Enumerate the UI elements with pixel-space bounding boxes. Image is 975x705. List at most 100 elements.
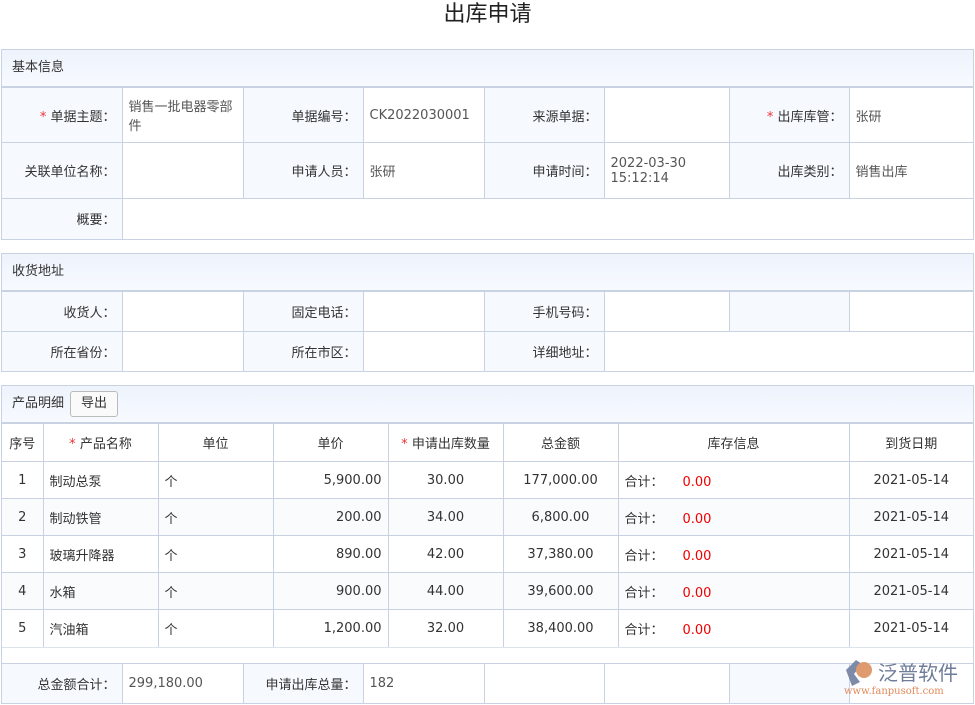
- table-row[interactable]: 3 玻璃升降器 个 890.00 42.00 37,380.00 合计： 0.00…: [2, 535, 973, 573]
- city-field[interactable]: [362, 331, 485, 371]
- row-date[interactable]: 2021-05-14: [848, 609, 973, 647]
- row-price[interactable]: 5,900.00: [272, 461, 389, 499]
- empty-cell: [483, 662, 605, 703]
- row-stock: 合计： 0.00: [617, 498, 850, 536]
- keeper-label: * 出库库管：: [728, 87, 850, 143]
- logo-name: 泛普软件: [878, 661, 958, 685]
- type-label: 出库类别：: [728, 142, 850, 199]
- row-price[interactable]: 1,200.00: [272, 609, 389, 647]
- row-name[interactable]: 水箱: [42, 572, 159, 610]
- sum-qty-label: 申请出库总量：: [242, 662, 364, 703]
- row-qty[interactable]: 42.00: [387, 535, 504, 573]
- stock-label: 合计：: [624, 474, 664, 490]
- unit-label: 关联单位名称：: [2, 142, 123, 199]
- address-section: 收货地址 收货人： 固定电话： 手机号码： 所在省份： 所在市区： 详细地址：: [1, 253, 974, 372]
- row-name[interactable]: 制动铁管: [42, 498, 159, 536]
- row-no: 1: [2, 461, 44, 499]
- row-no: 5: [2, 609, 44, 647]
- province-label: 所在省份：: [2, 331, 123, 371]
- row-total: 38,400.00: [502, 609, 619, 647]
- row-qty[interactable]: 32.00: [387, 609, 504, 647]
- row-unit[interactable]: 个: [157, 461, 274, 499]
- row-total: 39,600.00: [502, 572, 619, 610]
- empty-label: [728, 291, 850, 332]
- row-total: 177,000.00: [502, 461, 619, 499]
- source-field[interactable]: [603, 87, 730, 143]
- col-date: 到货日期: [848, 423, 973, 462]
- summary-field[interactable]: [121, 198, 973, 239]
- row-qty[interactable]: 34.00: [387, 498, 504, 536]
- time-field[interactable]: 2022-03-30 15:12:14: [603, 142, 730, 199]
- row-price[interactable]: 900.00: [272, 572, 389, 610]
- province-field[interactable]: [121, 331, 244, 371]
- table-row[interactable]: 2 制动铁管 个 200.00 34.00 6,800.00 合计： 0.00 2…: [2, 498, 973, 536]
- type-field[interactable]: 销售出库: [848, 142, 973, 199]
- row-stock: 合计： 0.00: [617, 572, 850, 610]
- detail-field[interactable]: [603, 331, 973, 371]
- fanpu-logo: 泛普软件 www.fanpusoft.com: [842, 656, 967, 698]
- keeper-field[interactable]: 张研: [848, 87, 973, 143]
- summary-label: 概要：: [2, 198, 123, 239]
- stock-value: 0.00: [682, 511, 712, 527]
- row-name[interactable]: 玻璃升降器: [42, 535, 159, 573]
- row-unit[interactable]: 个: [157, 609, 274, 647]
- subject-label: * 单据主题：: [2, 87, 123, 143]
- stock-label: 合计：: [624, 622, 664, 638]
- empty-cell: [603, 662, 730, 703]
- products-section: 产品明细 导出 序号 * 产品名称 单位 单价 * 申请出库数量 总金额 库存信息…: [1, 385, 974, 704]
- applicant-field[interactable]: 张研: [362, 142, 485, 199]
- col-total: 总金额: [502, 423, 619, 462]
- row-no: 2: [2, 498, 44, 536]
- row-stock: 合计： 0.00: [617, 461, 850, 499]
- stock-value: 0.00: [682, 585, 712, 601]
- row-stock: 合计： 0.00: [617, 535, 850, 573]
- time-label: 申请时间：: [483, 142, 605, 199]
- empty-cell: [728, 662, 850, 703]
- row-total: 6,800.00: [502, 498, 619, 536]
- phone-label: 固定电话：: [242, 291, 364, 332]
- row-name[interactable]: 制动总泵: [42, 461, 159, 499]
- row-total: 37,380.00: [502, 535, 619, 573]
- col-name: * 产品名称: [42, 423, 159, 462]
- row-name[interactable]: 汽油箱: [42, 609, 159, 647]
- detail-label: 详细地址：: [483, 331, 605, 371]
- basic-info-section: 基本信息 * 单据主题： 销售一批电器零部件 单据编号： CK202203000…: [1, 49, 974, 240]
- row-date[interactable]: 2021-05-14: [848, 461, 973, 499]
- stock-label: 合计：: [624, 511, 664, 527]
- subject-field[interactable]: 销售一批电器零部件: [121, 87, 244, 143]
- mobile-field[interactable]: [603, 291, 730, 332]
- col-qty: * 申请出库数量: [387, 423, 504, 462]
- section-title: 产品明细: [12, 396, 65, 411]
- row-unit[interactable]: 个: [157, 572, 274, 610]
- col-unit: 单位: [157, 423, 274, 462]
- export-button[interactable]: 导出: [70, 391, 119, 417]
- table-row[interactable]: 1 制动总泵 个 5,900.00 30.00 177,000.00 合计： 0.…: [2, 461, 973, 499]
- row-price[interactable]: 890.00: [272, 535, 389, 573]
- receiver-label: 收货人：: [2, 291, 123, 332]
- source-label: 来源单据：: [483, 87, 605, 143]
- stock-value: 0.00: [682, 474, 712, 490]
- section-header: 基本信息: [2, 50, 973, 87]
- row-date[interactable]: 2021-05-14: [848, 535, 973, 573]
- stock-label: 合计：: [624, 585, 664, 601]
- stock-value: 0.00: [682, 548, 712, 564]
- row-qty[interactable]: 44.00: [387, 572, 504, 610]
- row-price[interactable]: 200.00: [272, 498, 389, 536]
- row-unit[interactable]: 个: [157, 535, 274, 573]
- stock-value: 0.00: [682, 622, 712, 638]
- number-field[interactable]: CK2022030001: [362, 87, 485, 143]
- stock-label: 合计：: [624, 548, 664, 564]
- row-date[interactable]: 2021-05-14: [848, 498, 973, 536]
- table-row[interactable]: 4 水箱 个 900.00 44.00 39,600.00 合计： 0.00 20…: [2, 572, 973, 610]
- unit-field[interactable]: [121, 142, 244, 199]
- row-date[interactable]: 2021-05-14: [848, 572, 973, 610]
- row-unit[interactable]: 个: [157, 498, 274, 536]
- row-qty[interactable]: 30.00: [387, 461, 504, 499]
- city-label: 所在市区：: [242, 331, 364, 371]
- table-row[interactable]: 5 汽油箱 个 1,200.00 32.00 38,400.00 合计： 0.00…: [2, 609, 973, 647]
- receiver-field[interactable]: [121, 291, 244, 332]
- phone-field[interactable]: [362, 291, 485, 332]
- page-title: 出库申请: [443, 2, 532, 27]
- number-label: 单据编号：: [242, 87, 364, 143]
- section-header: 产品明细 导出: [2, 386, 973, 423]
